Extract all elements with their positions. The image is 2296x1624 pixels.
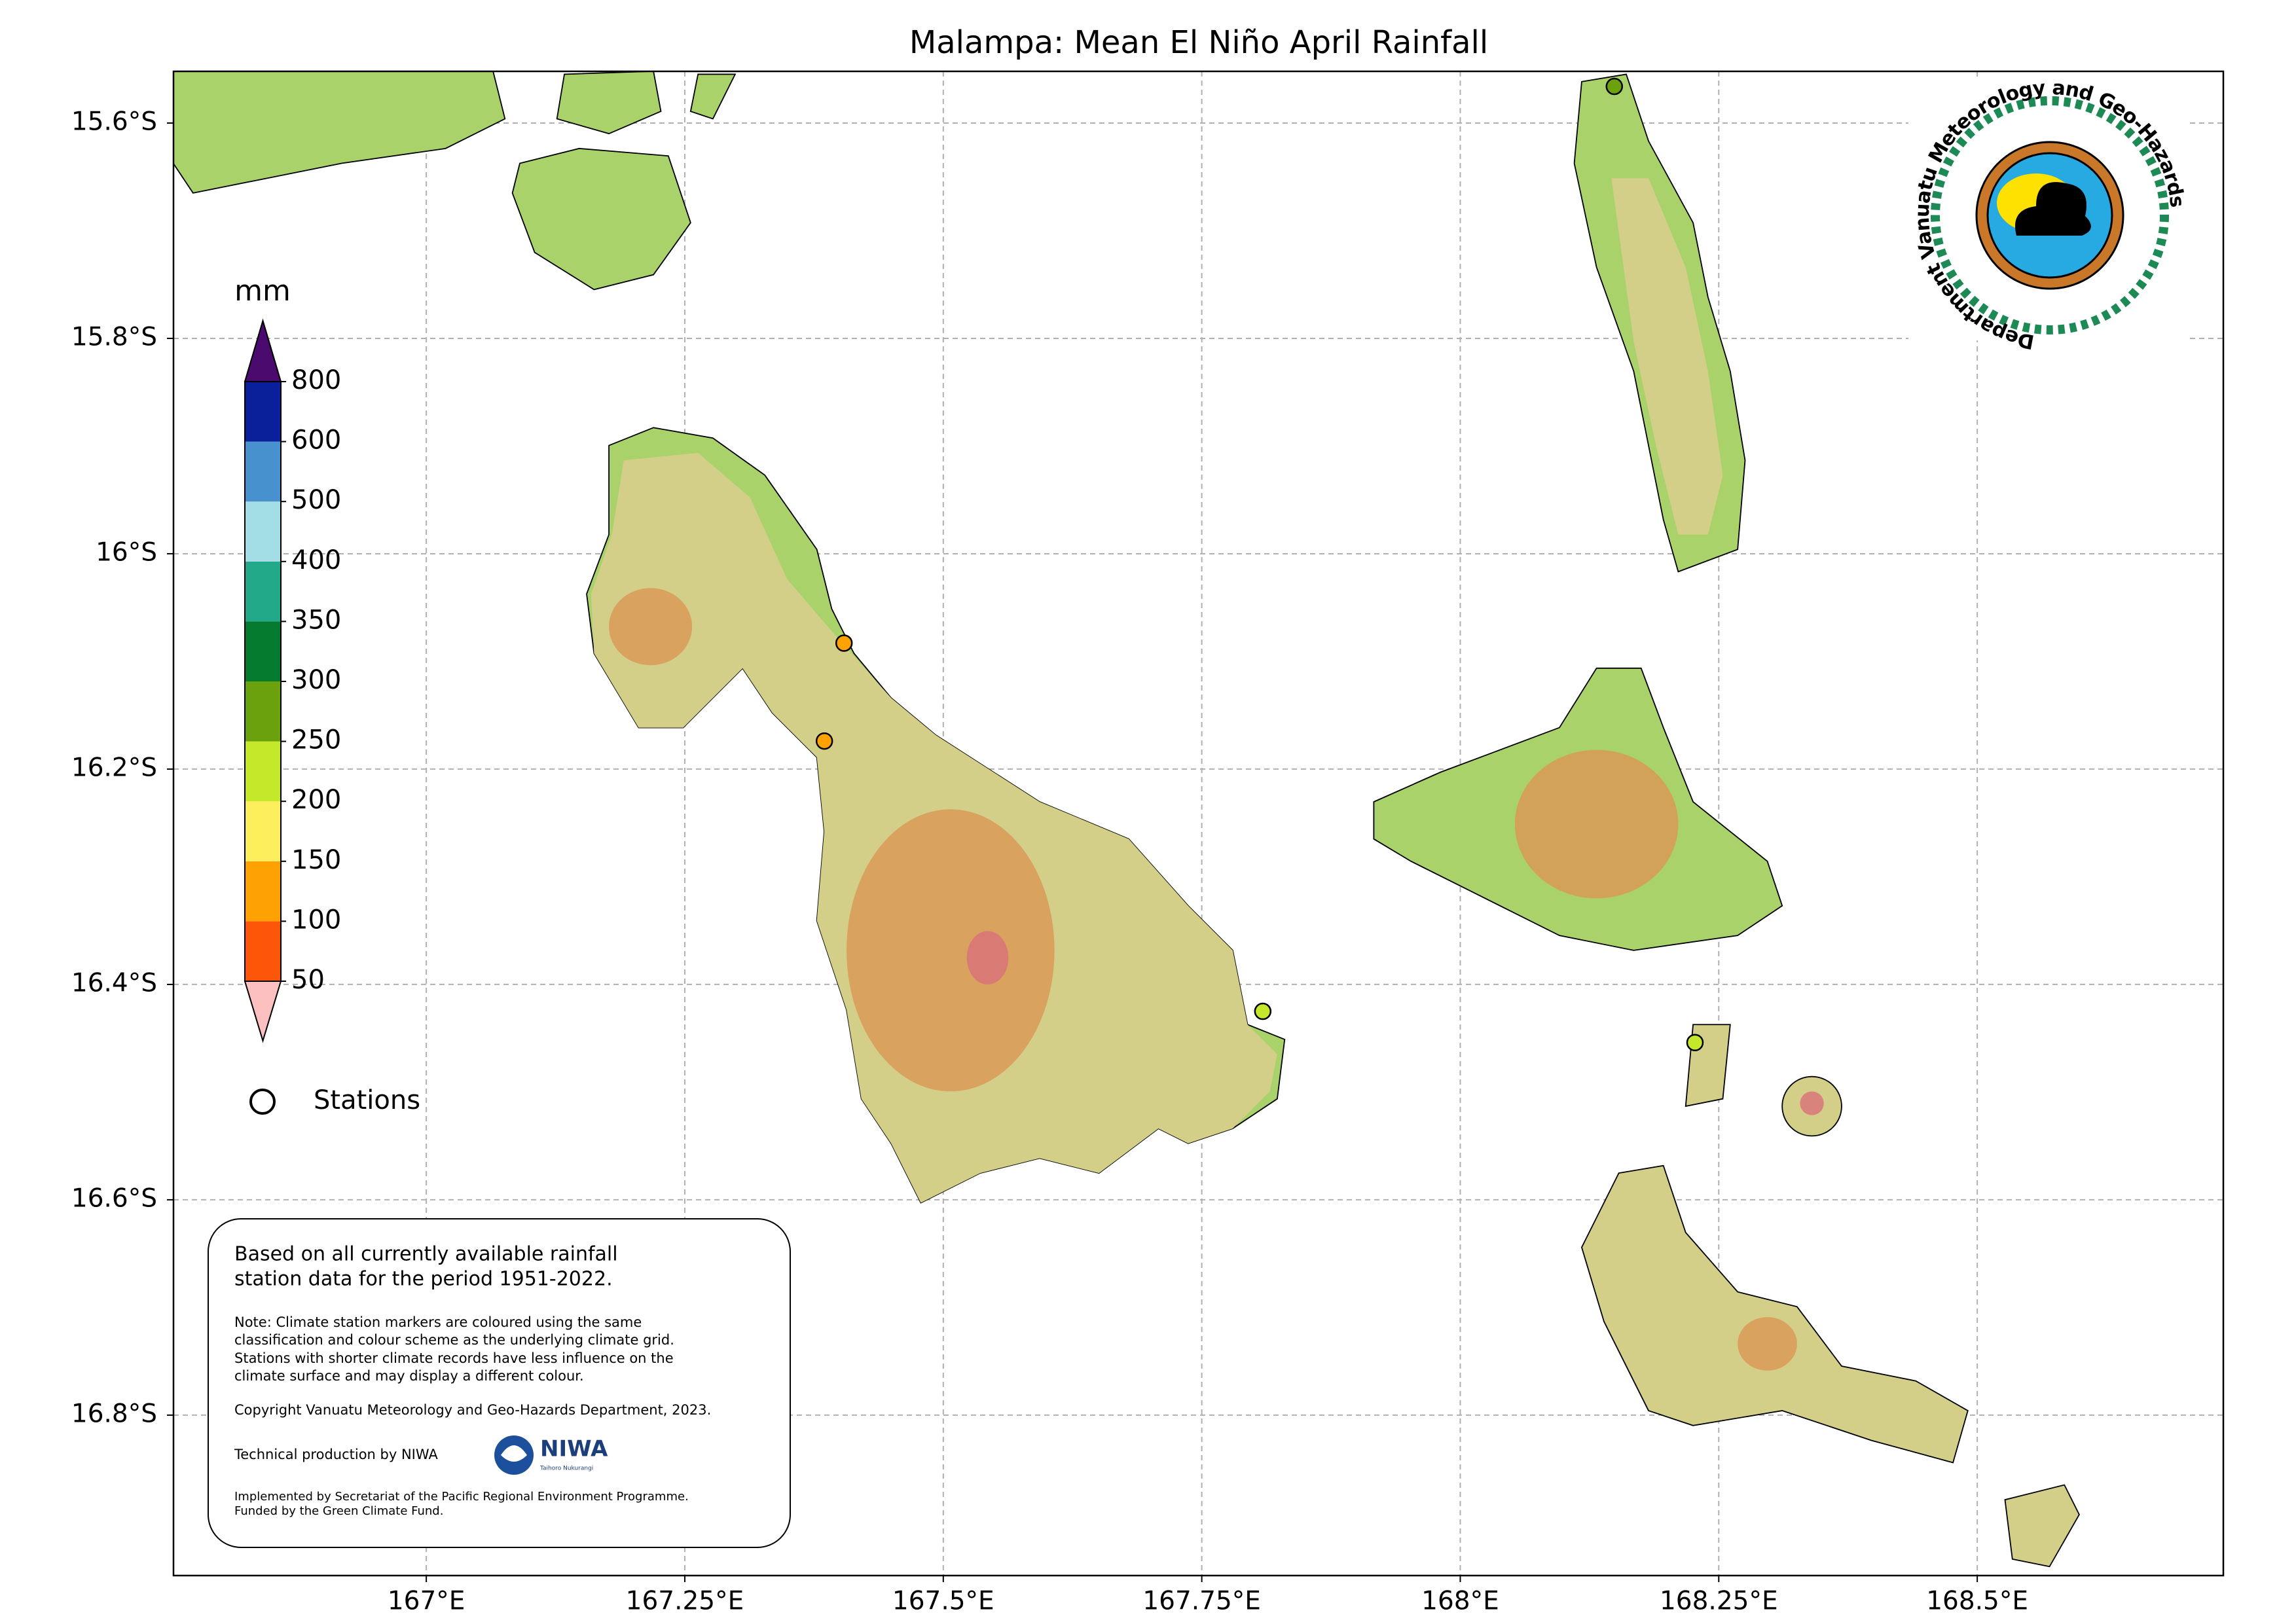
island (689, 73, 737, 120)
y-tick-label: 15.8°S (71, 322, 157, 352)
x-tick-label: 168.5°E (1926, 1587, 2028, 1616)
colorbar-tick-label: 400 (291, 545, 341, 575)
colorbar-segment (245, 741, 281, 802)
x-tick-label: 167°E (388, 1587, 465, 1616)
colorbar-label: mm (234, 274, 291, 308)
notes-note: classification and colour scheme as the … (234, 1332, 674, 1348)
x-tick-label: 167.75°E (1142, 1587, 1261, 1616)
y-tick-label: 16.2°S (71, 753, 157, 782)
notes-summary: Based on all currently available rainfal… (234, 1243, 618, 1266)
x-tick-label: 167.25°E (626, 1587, 744, 1616)
island-interior (1611, 178, 1723, 535)
map-frame (172, 70, 2225, 1577)
island (511, 147, 691, 291)
colorbar: mm 50 100 150 200 250 300 350 400 500 600 800 (234, 274, 341, 1043)
y-tick-label: 16.8°S (71, 1399, 157, 1428)
y-tick-label: 15.6°S (71, 107, 157, 136)
land-layer (173, 71, 2080, 1568)
y-tick-label: 16.4°S (71, 968, 157, 998)
colorbar-tick-label: 50 (291, 965, 325, 995)
x-tick-label: 168°E (1421, 1587, 1499, 1616)
highland (1738, 1317, 1797, 1371)
island (2004, 1484, 2080, 1568)
x-tick-label: 168.25°E (1660, 1587, 1778, 1616)
notes-funding: Implemented by Secretariat of the Pacifi… (234, 1490, 689, 1504)
colorbar-segment (245, 561, 281, 622)
highland (1800, 1091, 1824, 1115)
colorbar-segment (245, 382, 281, 442)
station-marker (815, 732, 833, 750)
highland (847, 809, 1055, 1092)
colorbar-tick-label: 800 (291, 365, 341, 395)
colorbar-tick-label: 500 (291, 485, 341, 515)
colorbar-tick-label: 350 (291, 605, 341, 635)
station-legend-label: Stations (314, 1085, 420, 1115)
station-marker (835, 634, 853, 652)
colorbar-segment (245, 621, 281, 681)
island (173, 71, 506, 194)
colorbar-tick-label: 200 (291, 785, 341, 815)
notes-production: Technical production by NIWA (234, 1447, 438, 1462)
colorbar-tick-label: 150 (291, 845, 341, 875)
colorbar-segment (245, 441, 281, 502)
notes-note: Note: Climate station markers are colour… (234, 1314, 642, 1330)
notes-note: Stations with shorter climate records ha… (234, 1350, 674, 1366)
colorbar-segment (245, 801, 281, 861)
niwa-emblem-wave (501, 1445, 527, 1462)
station-legend-marker (249, 1089, 276, 1115)
y-tick-label: 16.6°S (71, 1183, 157, 1213)
niwa-logo-subtext: Taihoro Nukurangi (539, 1466, 593, 1472)
colorbar-segment (245, 681, 281, 742)
notes-box (208, 1218, 791, 1548)
station-marker (1254, 1002, 1272, 1020)
logo-cloud (2015, 182, 2091, 236)
y-tick-label: 16°S (96, 537, 157, 567)
niwa-logo-text: NIWA (540, 1436, 608, 1462)
highland (609, 588, 693, 666)
highland (966, 931, 1009, 985)
vmgd-logo: Department Vanuatu Meteorology and Geo-H… (1908, 76, 2190, 353)
station-marker (1686, 1034, 1704, 1051)
notes-note: climate surface and may display a differ… (234, 1368, 584, 1384)
logo-wreath (1931, 96, 2169, 334)
colorbar-segment (245, 921, 281, 981)
colorbar-tick-label: 250 (291, 725, 341, 755)
colorbar-tick-label: 100 (291, 905, 341, 935)
colorbar-tick-label: 300 (291, 665, 341, 695)
notes-copyright: Copyright Vanuatu Meteorology and Geo-Ha… (234, 1402, 711, 1418)
station-marker (1605, 77, 1624, 96)
x-tick-label: 167.5°E (892, 1587, 994, 1616)
notes-funding: Funded by the Green Climate Fund. (234, 1504, 443, 1518)
stations (815, 77, 1704, 1051)
notes-summary: station data for the period 1951-2022. (234, 1268, 613, 1291)
island (1580, 1164, 1969, 1464)
colorbar-segment (245, 501, 281, 562)
colorbar-segment (245, 861, 281, 922)
map-title: Malampa: Mean El Niño April Rainfall (909, 24, 1488, 61)
colorbar-tick-label: 600 (291, 425, 341, 456)
axis-labels: 167°E 167.25°E 167.5°E 167.75°E 168°E 168.25°… (71, 107, 2028, 1615)
highland (1514, 749, 1679, 899)
